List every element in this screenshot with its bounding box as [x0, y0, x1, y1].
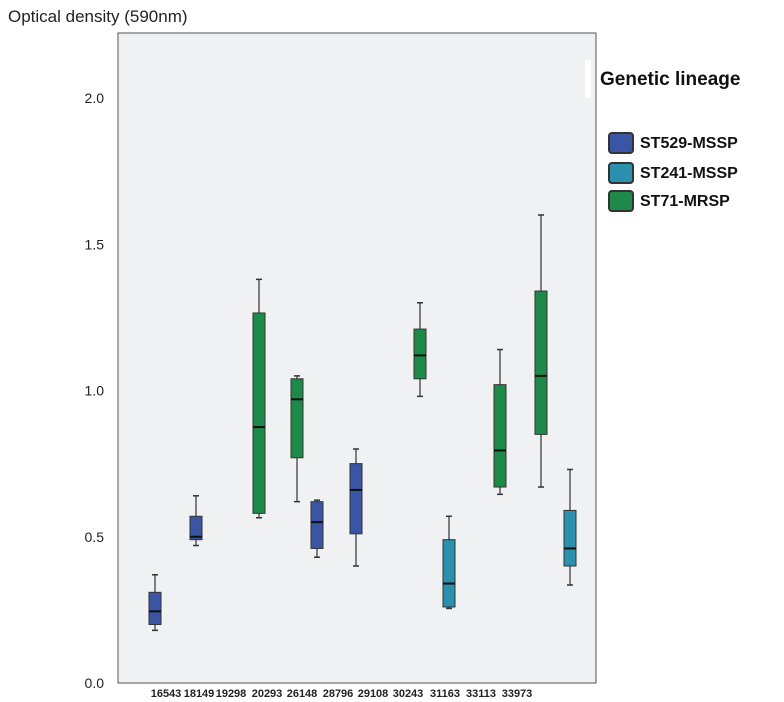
x-tick-label: 26148 [287, 688, 318, 700]
box-19298 [252, 278, 266, 519]
box-33113 [534, 214, 548, 488]
x-tick-label: 16543 [151, 688, 182, 700]
legend-title-backing [585, 60, 591, 98]
box-20293 [290, 375, 304, 503]
legend-item: ST241-MSSP [608, 162, 738, 184]
box-body [413, 328, 427, 380]
x-tick-label: 33113 [466, 688, 496, 700]
x-tick-label: 20293 [252, 688, 283, 700]
x-tick-label: 29108 [358, 688, 389, 700]
box-body [189, 515, 203, 541]
y-tick-label: 0.0 [85, 675, 105, 691]
legend-label: ST529-MSSP [640, 135, 738, 152]
box-16543 [148, 574, 162, 632]
x-tick-label: 19298 [216, 688, 247, 700]
x-axis: 16543 18149 19298 20293 26148 28796 29108 30243… [151, 688, 533, 700]
box-33973 [563, 468, 577, 586]
legend-swatch [608, 132, 634, 154]
x-tick-label: 30243 [393, 688, 424, 700]
box-31163 [493, 348, 507, 496]
legend-label: ST241-MSSP [640, 165, 738, 182]
box-body [310, 501, 324, 549]
y-tick-label: 2.0 [85, 90, 105, 106]
legend: ST529-MSSP ST241-MSSP ST71-MRSP [608, 132, 738, 212]
box-body [534, 290, 548, 435]
y-tick-label: 1.5 [85, 236, 105, 252]
box-body [442, 539, 456, 608]
legend-item: ST529-MSSP [608, 132, 738, 154]
x-tick-label: 18149 [184, 688, 215, 700]
box-29108 [413, 302, 427, 398]
box-body [252, 312, 266, 514]
box-body [148, 591, 162, 626]
x-tick-label: 28796 [323, 688, 354, 700]
box-body [349, 463, 363, 535]
x-tick-label: 31163 [430, 688, 460, 700]
y-axis: 0.0 0.5 1.0 1.5 2.0 [85, 90, 105, 691]
box-body [290, 378, 304, 459]
legend-item: ST71-MRSP [608, 190, 730, 212]
legend-swatch [608, 162, 634, 184]
y-axis-label: Optical density (590nm) [8, 7, 188, 26]
boxes [148, 214, 577, 632]
box-26148 [310, 499, 324, 558]
y-tick-label: 0.5 [85, 529, 105, 545]
box-body [493, 384, 507, 488]
box-body [563, 509, 577, 567]
box-18149 [189, 495, 203, 547]
plot-area [117, 32, 597, 684]
box-28796 [349, 448, 363, 567]
legend-title: Genetic lineage [600, 69, 740, 90]
legend-swatch [608, 190, 634, 212]
x-tick-label: 33973 [502, 688, 533, 700]
y-tick-label: 1.0 [85, 383, 105, 399]
box-30243 [442, 515, 456, 610]
legend-label: ST71-MRSP [640, 193, 730, 210]
